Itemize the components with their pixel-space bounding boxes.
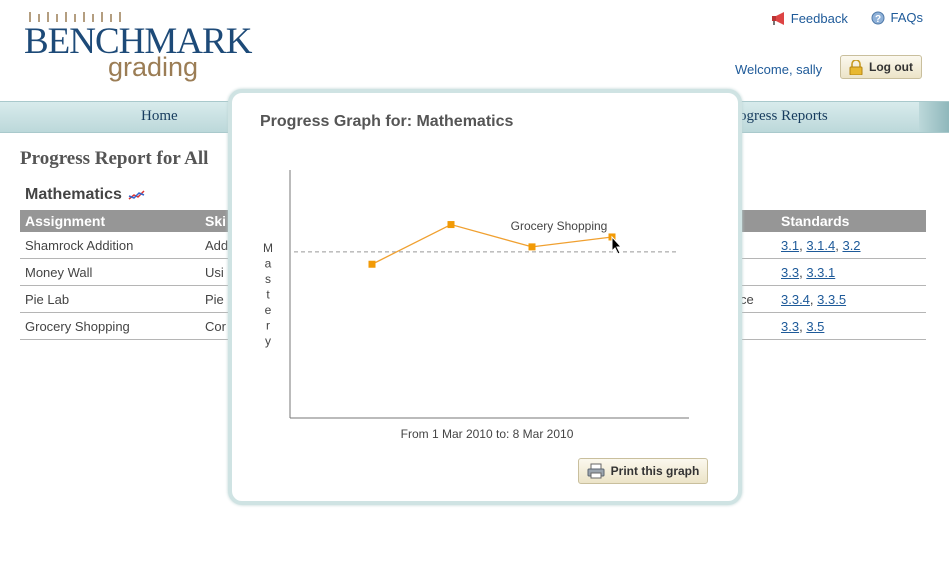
skill-cell: Cor bbox=[205, 319, 226, 334]
assignment-cell: Money Wall bbox=[25, 265, 93, 280]
standard-link[interactable]: 3.3.4 bbox=[781, 292, 810, 307]
truncated-cell: ce bbox=[740, 292, 754, 307]
col-skill: Ski bbox=[205, 213, 227, 229]
lock-icon bbox=[849, 59, 863, 75]
standard-link[interactable]: 3.1 bbox=[781, 238, 800, 253]
subject-label: Mathematics bbox=[25, 186, 122, 203]
assignment-cell: Shamrock Addition bbox=[25, 238, 134, 253]
standard-link[interactable]: 3.3 bbox=[781, 319, 800, 334]
printer-icon bbox=[587, 463, 605, 479]
feedback-link[interactable]: Feedback bbox=[771, 11, 848, 26]
assignment-cell: Pie Lab bbox=[25, 292, 70, 307]
page-title: Progress Report for All bbox=[20, 148, 209, 169]
col-standards: Standards bbox=[781, 213, 850, 229]
standards-cell: 3.3, 3.3.1 bbox=[781, 265, 836, 280]
standard-link[interactable]: 3.3.1 bbox=[806, 265, 836, 280]
header-links: Feedback ? FAQs bbox=[751, 10, 923, 28]
megaphone-icon bbox=[771, 11, 784, 25]
logout-button[interactable]: Log out bbox=[840, 55, 922, 79]
skill-cell: Pie bbox=[205, 292, 224, 307]
print-label: Print this graph bbox=[610, 464, 700, 478]
svg-text:?: ? bbox=[875, 14, 881, 25]
feedback-label: Feedback bbox=[790, 10, 848, 26]
series-line bbox=[371, 223, 613, 265]
mouse-cursor-icon bbox=[611, 235, 623, 255]
skill-cell: Add bbox=[205, 238, 229, 253]
nav-home[interactable]: Home bbox=[141, 108, 178, 124]
logo-benchmark-text: BENCHMARK bbox=[24, 21, 252, 62]
logo-ruler-graphic bbox=[29, 12, 121, 22]
data-point[interactable] bbox=[528, 243, 536, 251]
print-graph-button[interactable]: Print this graph bbox=[578, 458, 708, 484]
standard-link[interactable]: 3.3 bbox=[781, 265, 800, 280]
data-point[interactable] bbox=[368, 260, 376, 268]
help-icon: ? bbox=[871, 11, 885, 25]
standards-cell: 3.3, 3.5 bbox=[781, 319, 825, 334]
subject-heading: Mathematics bbox=[25, 186, 146, 204]
logout-label: Log out bbox=[869, 60, 913, 74]
col-assignment: Assignment bbox=[25, 213, 106, 229]
benchmark-grading-logo[interactable]: BENCHMARK grading bbox=[24, 8, 252, 84]
nav-progress-reports[interactable]: ogress Reports bbox=[739, 108, 828, 124]
date-range: From 1 Mar 2010 to: 8 Mar 2010 bbox=[400, 427, 574, 441]
nav-edge bbox=[919, 102, 949, 132]
standard-link[interactable]: 3.5 bbox=[806, 319, 825, 334]
faqs-link[interactable]: ? FAQs bbox=[871, 10, 923, 25]
graph-icon[interactable] bbox=[128, 189, 146, 201]
standard-link[interactable]: 3.2 bbox=[842, 238, 861, 253]
standards-cell: 3.3.4, 3.3.5 bbox=[781, 292, 847, 307]
standard-link[interactable]: 3.1.4 bbox=[806, 238, 836, 253]
standards-cell: 3.1, 3.1.4, 3.2 bbox=[781, 238, 861, 253]
skill-cell: Usi bbox=[205, 265, 224, 280]
welcome-text: Welcome, sally bbox=[735, 62, 823, 77]
modal-title: Progress Graph for: Mathematics bbox=[260, 113, 514, 130]
logo-grading-text: grading bbox=[108, 52, 199, 82]
standard-link[interactable]: 3.3.5 bbox=[817, 292, 847, 307]
point-label: Grocery Shopping bbox=[511, 219, 608, 233]
data-point[interactable] bbox=[447, 221, 455, 229]
faqs-label: FAQs bbox=[890, 10, 923, 25]
assignment-cell: Grocery Shopping bbox=[25, 319, 130, 334]
